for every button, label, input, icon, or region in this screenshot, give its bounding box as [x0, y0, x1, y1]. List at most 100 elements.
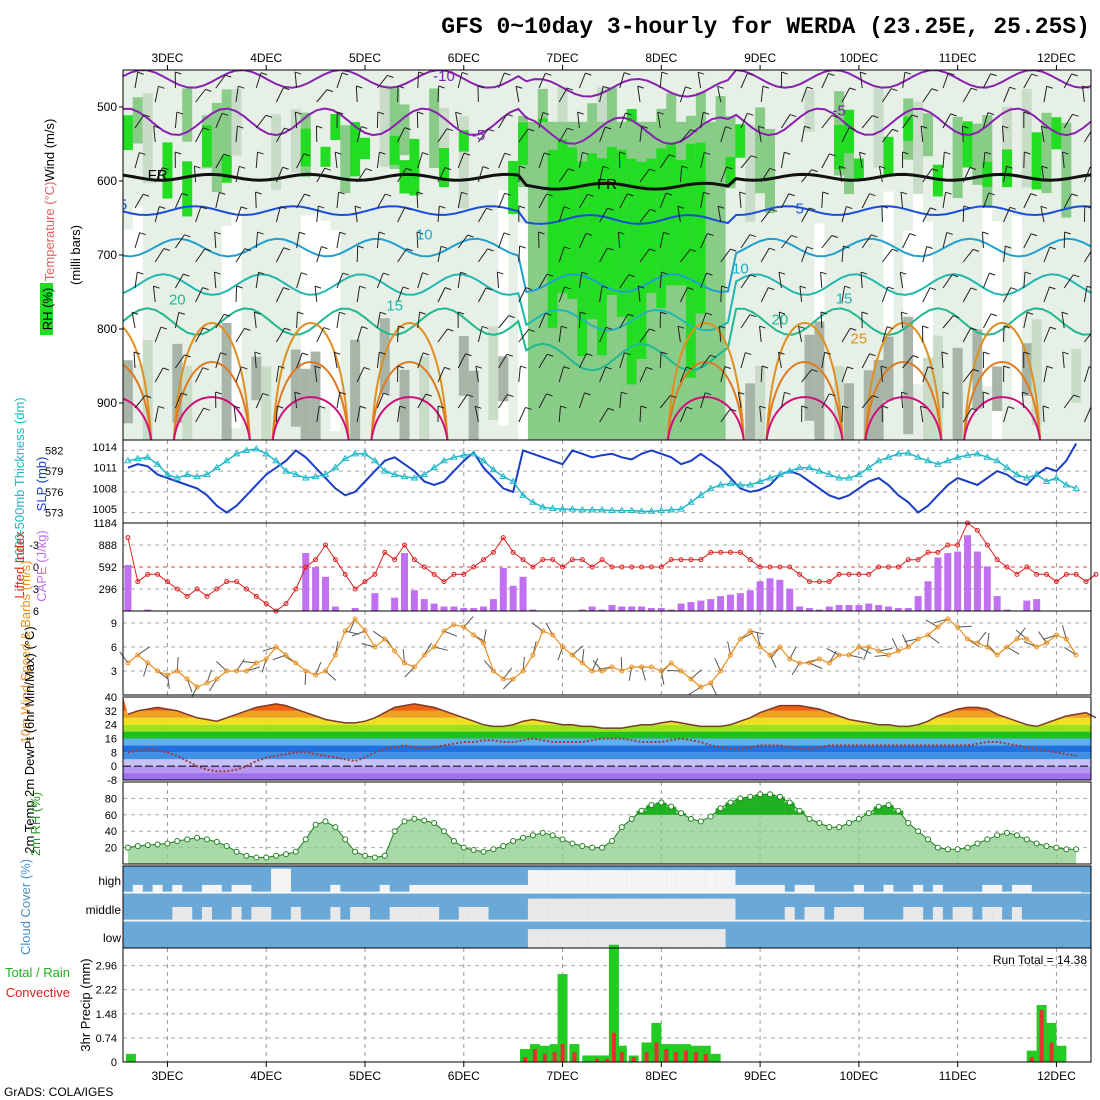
cape-bar: [766, 578, 774, 611]
wind-barb-flag: [922, 325, 929, 329]
wind-barb: [275, 287, 284, 303]
lifted-index-marker: [678, 557, 684, 563]
wind-barb-flag: [520, 365, 527, 369]
wind-barb: [739, 192, 742, 209]
wind-barb: [799, 286, 803, 303]
bottom-day-label: 11DEC: [939, 1069, 977, 1083]
thickness-tick-label: 576: [45, 487, 63, 499]
wind-barb: [659, 351, 662, 369]
cloud-fraction-cell: [1021, 919, 1032, 921]
wind-barb-flag: [706, 272, 713, 276]
wind-barb: [538, 313, 546, 329]
thickness-marker: [420, 470, 429, 478]
wind-barb-flag: [577, 111, 584, 115]
cloud-fraction-cell: [804, 884, 815, 893]
wind-barb-flag: [175, 151, 182, 155]
cloud-fraction-cell: [755, 919, 766, 921]
wind-speed-marker: [757, 644, 763, 650]
wind-barb-flag: [475, 365, 483, 369]
cloud-fraction-cell: [745, 884, 756, 893]
precip-total-bar: [557, 974, 568, 1062]
wind-barb-flag: [605, 366, 612, 370]
wind-barb: [294, 392, 298, 409]
precip-total-bar: [520, 1048, 531, 1062]
cloud-fraction-cell: [478, 907, 489, 921]
wind-barb-flag: [624, 352, 631, 356]
wind-barb: [1042, 406, 1045, 423]
wind-barb: [275, 87, 284, 103]
bottom-day-label: 12DEC: [1037, 1069, 1076, 1083]
warm-isotherm: [172, 322, 251, 440]
wind-barb-flag: [944, 151, 951, 155]
thickness-marker: [657, 506, 666, 514]
wind-barb: [235, 86, 239, 103]
wind-barb: [697, 72, 702, 89]
cloud-fraction-cell: [577, 898, 588, 921]
wind-barb: [902, 72, 906, 89]
rh-wet-column: [705, 121, 716, 440]
wind-barb-flag: [467, 234, 474, 238]
wind-barb: [902, 233, 911, 249]
rh-moist-cell: [221, 155, 232, 183]
wind-barb: [314, 366, 318, 383]
cape-bar: [677, 603, 685, 611]
wind-barb-flag: [580, 311, 587, 315]
thickness-tick-label: 579: [45, 466, 63, 478]
wind-barb: [740, 274, 751, 289]
wind-barb: [778, 312, 782, 329]
wind-barb: [1003, 287, 1012, 303]
rh-marker: [678, 810, 685, 817]
wind-speed-marker: [342, 628, 348, 634]
wind-barb-flag: [202, 367, 209, 371]
temp-fill: [123, 697, 1091, 780]
cloud-fraction-cell: [498, 884, 509, 893]
wind-barb-flag: [962, 125, 969, 129]
thickness-marker: [884, 453, 893, 460]
rh-dry-cell: [320, 220, 331, 407]
cloud-fraction-cell: [725, 898, 736, 921]
rh-wet-column: [715, 121, 726, 440]
wind-barb: [477, 248, 488, 263]
precip-panel: [122, 947, 1092, 1063]
thickness-marker: [1003, 463, 1011, 471]
wind-barb-flag: [457, 311, 465, 315]
wind-barb: [578, 311, 581, 329]
wind-barb-flag: [661, 351, 668, 355]
lifted-index-marker: [431, 571, 437, 577]
rh-marker: [559, 836, 566, 843]
wind-barb-flag: [236, 285, 243, 289]
wind-barb: [700, 272, 707, 289]
lifted-index-marker: [490, 549, 496, 555]
wind-barb-flag: [503, 232, 511, 236]
wind-speed-marker: [234, 668, 240, 674]
cloud-fraction-cell: [794, 884, 805, 893]
wind-barb: [417, 152, 423, 169]
cloud-fraction-cell: [527, 870, 538, 893]
lifted-index-marker: [155, 571, 161, 577]
wind-barb-flag: [178, 311, 185, 315]
wind-barb-flag: [507, 394, 514, 398]
wind-barb: [376, 193, 386, 209]
precip-total-bar: [125, 1053, 136, 1062]
wind-barb-flag: [385, 193, 392, 197]
rh-marker: [411, 815, 418, 822]
wind-barb: [737, 392, 742, 409]
cloud-fraction-cell: [784, 891, 795, 893]
wind-barb-flag: [262, 392, 269, 396]
wind-barb-flag: [220, 352, 227, 356]
cloud-fraction-cell: [626, 870, 637, 893]
cloud-fraction-cell: [656, 870, 667, 893]
wind-barb: [477, 207, 487, 223]
cape-bar: [667, 609, 675, 611]
wind-barb-flag: [314, 365, 321, 369]
wind-speed-marker: [579, 660, 585, 666]
cloud-fraction-cell: [360, 891, 370, 893]
rh-marker: [381, 852, 388, 859]
rh-marker: [194, 834, 201, 841]
cloud-fraction-cell: [261, 891, 272, 893]
wind-speed-marker: [402, 660, 408, 666]
lifted-index-marker: [846, 571, 852, 577]
wind-barb-flag: [447, 328, 454, 332]
cloud-fraction-cell: [498, 919, 509, 921]
rh-cell: [1021, 88, 1032, 188]
